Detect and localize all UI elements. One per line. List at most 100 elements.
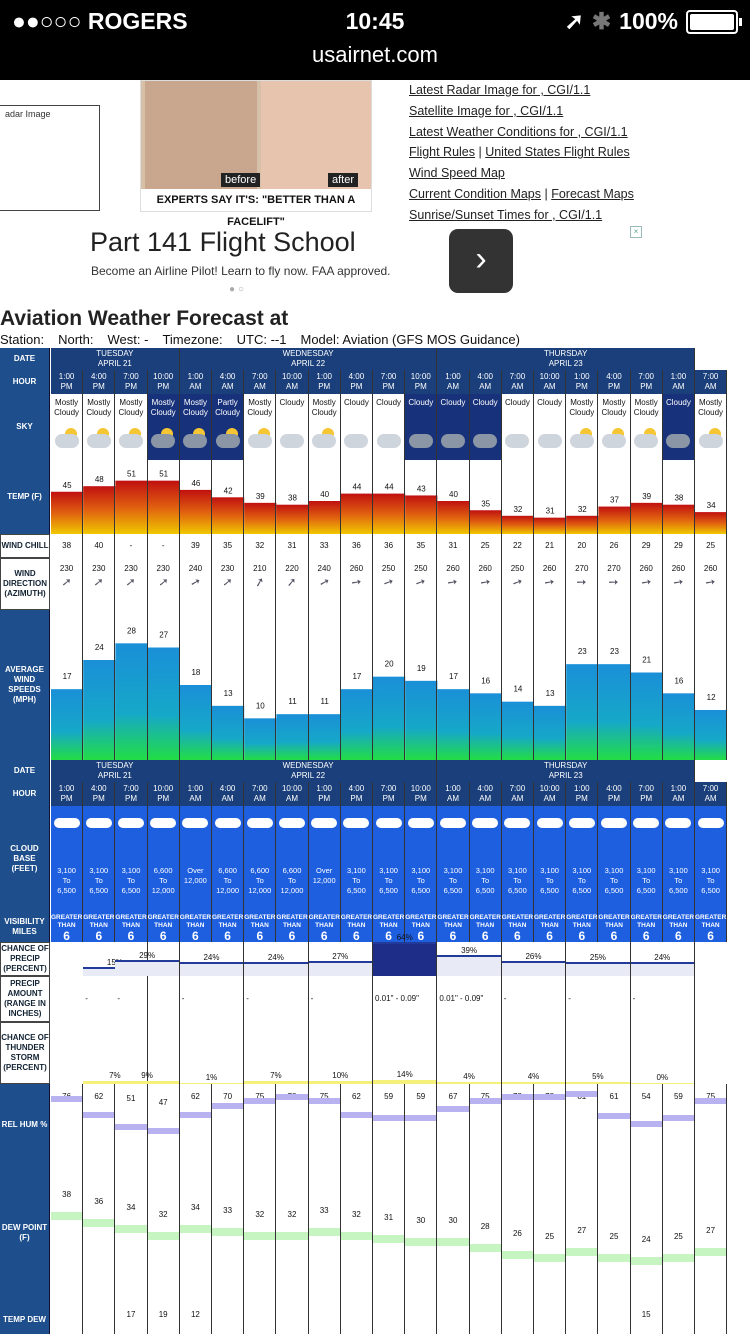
dew-point-value: 32 xyxy=(158,1209,168,1219)
hour-cell: 4:00 AM xyxy=(212,782,245,806)
cloud-icon xyxy=(117,818,144,828)
dew-point-line xyxy=(598,1254,630,1262)
ad-choices-icon[interactable]: × xyxy=(630,226,642,238)
url-bar[interactable]: usairnet.com xyxy=(312,42,438,67)
wind-speed-cell xyxy=(148,610,180,760)
azimuth-value: 230 xyxy=(92,564,106,573)
radar-image-placeholder[interactable]: adar Image xyxy=(0,105,100,211)
wind-speed-cell xyxy=(276,610,309,760)
link[interactable]: Forecast Maps xyxy=(551,186,634,201)
rel-hum-line xyxy=(405,1115,437,1122)
precip-amount: PRECIP AMOUNT (RANGE IN INCHES) - - - - - 0.01… xyxy=(0,976,727,1022)
cloud-base-text: 3,100 xyxy=(89,866,109,875)
dew-point-cell: 34 xyxy=(179,1166,212,1300)
hour-cell: 1:00 PM xyxy=(308,782,341,806)
link[interactable]: Current Condition Maps xyxy=(409,186,542,201)
link[interactable]: Satellite Image for , CGI/1.1 xyxy=(409,103,564,118)
wind-speed-value: 13 xyxy=(224,689,233,698)
rel-hum-cell: 75 xyxy=(469,1084,502,1166)
dew-point-cell: 30 xyxy=(437,1166,470,1300)
link[interactable]: Wind Speed Map xyxy=(409,166,505,181)
wind-direction-cell: 230 ➚ xyxy=(212,558,245,610)
status-icons: ➚ ✱ 100% xyxy=(565,8,742,35)
cloud-base-cell: 6,600 To 12,000 xyxy=(147,806,180,912)
visibility-greater: GREATER xyxy=(469,914,501,921)
cloud-icon xyxy=(118,434,143,448)
wind-direction-cell: 260 ➚ xyxy=(341,558,373,610)
rel-hum-line xyxy=(598,1112,630,1119)
dew-point-value: 27 xyxy=(706,1225,716,1235)
visibility-than: THAN xyxy=(411,922,430,929)
dew-point-value: 24 xyxy=(641,1235,651,1245)
visibility-value: 6 xyxy=(449,929,457,943)
visibility-value: 6 xyxy=(353,929,360,943)
wind-arrow-icon: ➚ xyxy=(221,574,234,590)
temp-dew-cell xyxy=(598,1300,631,1334)
day-date: APRIL 22 xyxy=(291,771,326,780)
link[interactable]: Latest Weather Conditions for , CGI/1.1 xyxy=(409,124,628,139)
hour-ampm: PM xyxy=(575,382,588,391)
temp-cell xyxy=(502,460,534,534)
temp-bar xyxy=(179,489,212,534)
dew-point-line xyxy=(83,1218,115,1227)
cloud-base-text: 3,100 xyxy=(701,866,720,875)
wind-speed-row-cells: 17 24 28 27 18 13 10 11 11 17 20 19 17 16 14 13 23 23 21 16… xyxy=(51,610,728,760)
dew-point-cell: 27 xyxy=(695,1166,728,1300)
rel-hum-value: 61 xyxy=(609,1092,619,1101)
thunder-bar xyxy=(115,1080,179,1084)
day-name: WEDNESDAY xyxy=(282,349,334,358)
hour-cell: 7:00 AM xyxy=(501,370,534,394)
precip-value: 15% xyxy=(83,958,146,967)
cloud-base-cell: Over 12,000 xyxy=(179,806,212,912)
rel-hum-line xyxy=(115,1123,147,1130)
dew-point-value: 27 xyxy=(577,1225,587,1235)
cloud-base-text: 6,500 xyxy=(443,886,463,895)
thunder-chance-cells: 7% 9% 1% 7% 10% 14% 4% 4% 5% 0% xyxy=(51,1022,727,1084)
dew-point-cell: 27 xyxy=(566,1166,599,1300)
wind-speed-value: 18 xyxy=(191,668,200,677)
facelift-ad[interactable]: before after EXPERTS SAY IT'S: "BETTER T… xyxy=(140,80,372,228)
thunder-bar xyxy=(373,1079,437,1084)
cloud-base-text: 6,500 xyxy=(347,886,366,895)
temp-dew-cell xyxy=(437,1300,470,1334)
temp-dew-cell xyxy=(212,1300,245,1334)
sky-condition: Cloudy xyxy=(472,398,498,407)
cloud-base-text: To xyxy=(706,876,715,885)
wind-speed-value: 16 xyxy=(481,676,490,685)
hour-ampm: AM xyxy=(543,794,556,803)
cloud-icon xyxy=(505,434,530,448)
wind-direction-cell: 270 ➚ xyxy=(598,558,631,610)
wind-direction-row: WIND DIRECTION (AZIMUTH) 230 ➚ 230 ➚ 230 ➚ 230 ➚… xyxy=(0,558,728,610)
link[interactable]: Latest Radar Image for , CGI/1.1 xyxy=(409,83,591,97)
wind-chill-cell: 33 xyxy=(309,534,341,558)
temp-dew-value: 12 xyxy=(190,1310,200,1319)
ad-arrow-button[interactable]: › xyxy=(449,229,513,293)
wind-speed-value: 19 xyxy=(417,664,426,673)
precip-bar xyxy=(179,962,244,976)
sky-condition: Mostly Cloudy xyxy=(182,398,208,417)
link[interactable]: Flight Rules xyxy=(409,145,475,160)
sky-condition: Cloudy xyxy=(665,398,691,407)
temp-cell xyxy=(180,460,212,534)
thunder-chance-cell: 4% xyxy=(437,1022,502,1084)
cloud-base-range: 3,100 To 6,500 xyxy=(437,866,468,896)
precip-chance-cell: 39% xyxy=(437,942,502,976)
temp-bar xyxy=(51,491,84,534)
hour-time: 10:00 xyxy=(281,784,302,793)
hour-time: 1:00 xyxy=(187,784,204,793)
rel-hum-cell: 62 xyxy=(340,1084,373,1166)
sky-cell: Mostly Cloudy xyxy=(598,394,631,460)
hour-ampm: AM xyxy=(189,382,202,391)
hour-row-cells: 1:00 PM 4:00 PM 7:00 PM 10:00 PM 1:00 AM 4:00 AM 7:0… xyxy=(51,370,728,394)
flight-school-ad[interactable]: Part 141 Flight School Become an Airline… xyxy=(0,220,750,295)
sky-condition: Mostly Cloudy xyxy=(569,398,595,417)
page-title: Aviation Weather Forecast at xyxy=(0,307,289,330)
link[interactable]: Sunrise/Sunset Times for , CGI/1.1 xyxy=(409,207,603,222)
date-row-label: DATE xyxy=(0,760,50,782)
browser-top-bar: ●●○○○ ROGERS 10:45 ➚ ✱ 100% usairnet.com xyxy=(0,0,750,80)
hour-cell: 1:00 AM xyxy=(179,782,212,806)
precip-amount-value: - xyxy=(568,994,571,1003)
date-cell: THURSDAY APRIL 23 xyxy=(437,348,695,370)
wind-chill-cell: 39 xyxy=(180,534,212,558)
link[interactable]: United States Flight Rules xyxy=(485,145,630,160)
